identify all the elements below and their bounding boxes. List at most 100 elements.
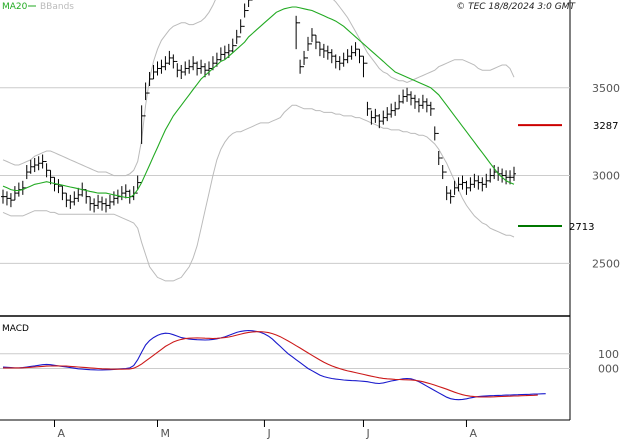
ohlc-bar <box>306 36 311 59</box>
ohlc-bar <box>48 169 53 185</box>
macd-title: MACD <box>2 324 29 334</box>
ohlc-bar <box>444 171 449 201</box>
ohlc-bar <box>76 187 81 202</box>
price-panel-frame <box>0 0 570 316</box>
ohlc-bar <box>175 60 180 78</box>
ohlc-bar <box>365 62 370 116</box>
ohlc-bar <box>333 54 338 69</box>
ohlc-bar <box>191 56 196 71</box>
macd-tick-label: 000 <box>598 363 619 376</box>
ohlc-bar <box>464 180 469 195</box>
ohlc-bar <box>107 194 112 209</box>
ohlc-bar <box>456 177 461 192</box>
ohlc-bar <box>187 59 192 74</box>
ohlc-bar <box>389 103 394 118</box>
ohlc-bar <box>361 55 366 78</box>
ohlc-bar <box>512 166 516 181</box>
ohlc-bar <box>504 170 509 185</box>
ohlc-bar <box>325 45 330 60</box>
ohlc-bar <box>246 0 251 12</box>
ohlc-bar <box>100 196 105 211</box>
ohlc-bar <box>218 47 223 62</box>
price-tick-label: 3500 <box>592 82 620 95</box>
ohlc-bar <box>64 192 69 208</box>
ohlc-bar <box>36 156 41 171</box>
ohlc-bar <box>436 132 441 166</box>
ohlc-bar <box>508 170 513 185</box>
ohlc-bar <box>409 91 414 106</box>
price-axis-ticks: 2500 3000 3500 <box>592 82 620 271</box>
month-tick-label: A <box>57 427 65 440</box>
ohlc-bar <box>199 59 204 74</box>
ohlc-bar <box>167 50 172 65</box>
ohlc-bar <box>345 49 350 64</box>
ohlc-bar <box>317 41 322 57</box>
ohlc-bar <box>302 50 307 68</box>
price-tick-label: 3000 <box>592 170 620 183</box>
ohlc-bar <box>309 28 314 45</box>
ohlc-bar <box>222 45 227 60</box>
ohlc-bar <box>123 184 128 199</box>
ohlc-bar <box>103 198 108 213</box>
ohlc-bar <box>183 61 188 76</box>
ohlc-bar <box>329 49 334 64</box>
ohlc-bar <box>60 185 65 201</box>
ohlc-bar <box>8 193 13 208</box>
ohlc-bar <box>357 48 362 64</box>
ohlc-bar <box>195 61 200 76</box>
ohlc-bar <box>147 71 152 94</box>
ohlc-bar <box>377 114 382 129</box>
bbands-lower-line <box>2 104 515 282</box>
ohlc-bar <box>440 157 445 180</box>
ohlc-bar <box>420 94 425 109</box>
ohlc-bar <box>4 191 9 206</box>
month-tick-label: A <box>469 427 477 440</box>
ohlc-bar <box>385 107 390 122</box>
ohlc-bar <box>373 108 378 123</box>
ohlc-bar <box>476 175 481 190</box>
ohlc-bar <box>295 15 299 50</box>
ohlc-bar <box>230 38 235 53</box>
macd-line <box>2 329 546 401</box>
ohlc-bar <box>337 56 342 71</box>
legend-ma20: MA20 <box>2 2 28 12</box>
ohlc-bar <box>111 191 116 206</box>
ohlc-bar <box>298 22 303 74</box>
ohlc-bar <box>72 191 77 206</box>
ohlc-bar <box>206 61 211 76</box>
lower-target-value: 2713 <box>569 222 594 233</box>
ohlc-bar <box>44 161 49 178</box>
month-tick-label: M <box>160 427 170 440</box>
ohlc-bar <box>480 177 485 192</box>
ohlc-bar <box>155 61 160 76</box>
ohlc-bar <box>179 64 184 79</box>
ohlc-bar <box>32 158 37 173</box>
bbands-upper-line <box>2 0 515 177</box>
ohlc-bar <box>40 154 45 169</box>
ohlc-bar <box>242 3 247 27</box>
ohlc-bar <box>460 175 465 190</box>
ohlc-bar <box>171 54 176 69</box>
ohlc-bar <box>341 52 346 67</box>
ohlc-bar <box>28 159 33 174</box>
source-credit: © TEC 18/8/2024 3:0 GMT <box>456 2 576 12</box>
ohlc-bar <box>234 29 239 47</box>
ohlc-bar <box>432 108 437 141</box>
ma20-line <box>2 6 515 199</box>
ohlc-bar <box>428 101 433 116</box>
ohlc-bar <box>1 189 5 204</box>
month-tick-label: J <box>266 427 270 440</box>
ohlc-bar <box>135 175 140 194</box>
ohlc-bar <box>424 98 429 113</box>
price-grid <box>0 87 570 264</box>
macd-signal-line <box>3 331 538 398</box>
ohlc-bar <box>468 177 473 192</box>
ohlc-bar <box>401 89 406 104</box>
macd-tick-label: 100 <box>598 348 619 361</box>
ohlc-bar <box>349 45 354 60</box>
ohlc-bar <box>12 186 17 201</box>
ohlc-bar <box>151 64 156 80</box>
ohlc-bar <box>88 196 93 211</box>
